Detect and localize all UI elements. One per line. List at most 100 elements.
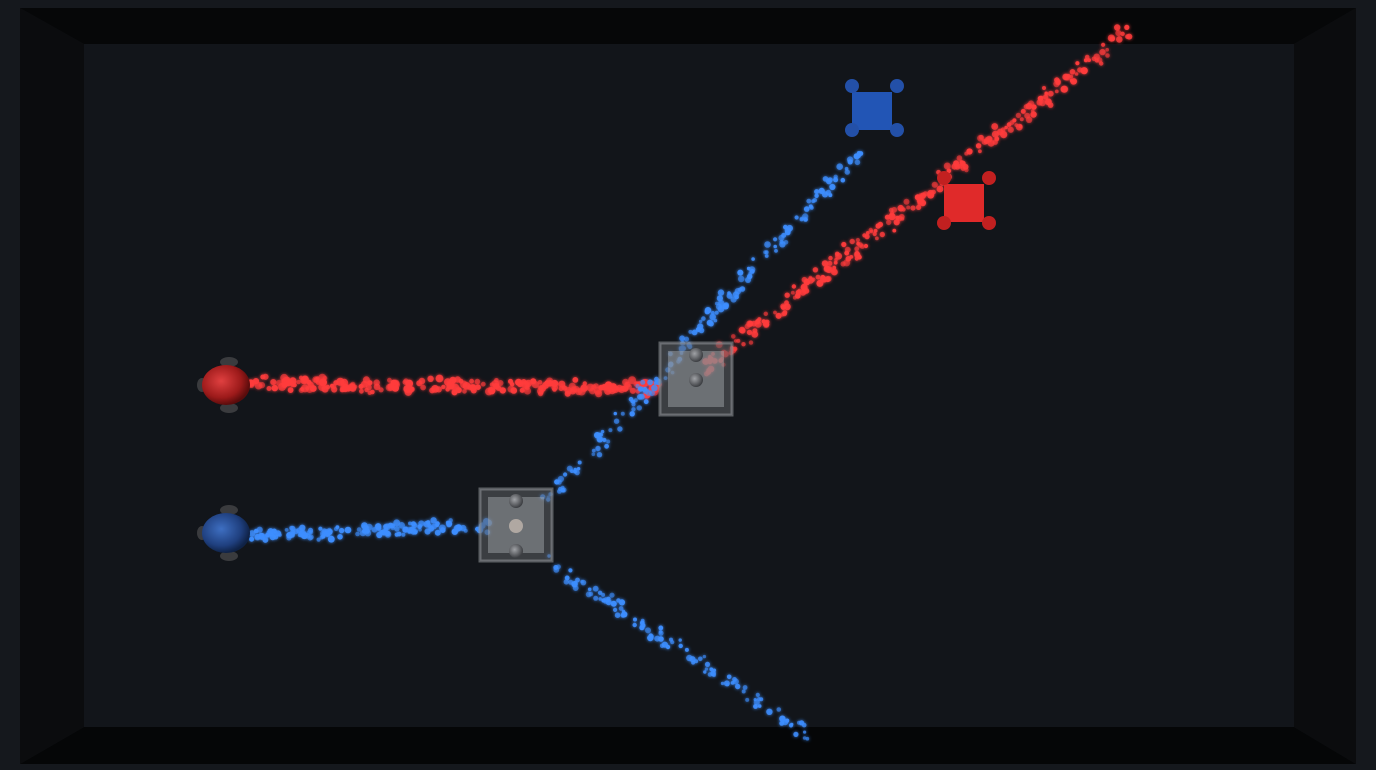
beam-particle (737, 269, 744, 276)
beam-particle (258, 533, 265, 540)
blue-emitter-foot (220, 551, 238, 561)
beam-particle (572, 377, 579, 383)
upper-splitter-ball (689, 373, 703, 387)
beam-particle (281, 381, 288, 388)
beam-particle (936, 185, 944, 193)
beam-particle (801, 276, 808, 283)
beam-particle (418, 524, 422, 528)
lower-splitter-block[interactable] (478, 487, 554, 563)
beam-particle (586, 383, 595, 392)
beam-particle (609, 592, 615, 598)
beam-particle (587, 587, 592, 592)
beam-particle (774, 249, 778, 253)
beam-particle (799, 289, 807, 296)
beam-particle (365, 384, 372, 391)
beam-particle (249, 536, 255, 542)
beam-particle (790, 290, 795, 295)
beam-particle (614, 612, 621, 618)
beam-particle (284, 528, 289, 532)
beam-particle (265, 532, 270, 538)
lower-splitter-ball (509, 519, 523, 533)
beam-particle (978, 134, 984, 140)
beam-particle (385, 383, 394, 392)
beam-particle (713, 318, 718, 323)
beam-particle (412, 522, 418, 529)
beam-particle (966, 148, 973, 155)
beam-particle (309, 530, 314, 535)
beam-particle (741, 689, 746, 694)
beam-particle (1107, 34, 1115, 42)
beam-particle (1031, 104, 1037, 110)
beam-particle (594, 432, 601, 439)
beam-particle (582, 381, 587, 386)
beam-particle (601, 592, 606, 597)
beam-particle (418, 528, 422, 532)
beam-particle (1070, 78, 1078, 85)
blue-target-corner (845, 79, 859, 93)
beam-particle (1124, 24, 1130, 30)
beam-particle (620, 411, 625, 416)
beam-particle (751, 257, 755, 261)
beam-particle (519, 387, 525, 393)
beam-particle (803, 206, 810, 212)
beam-particle (300, 376, 309, 385)
beam-particle (327, 535, 335, 543)
blue-emitter[interactable] (197, 505, 250, 561)
beam-particle (374, 523, 381, 530)
beam-particle (780, 304, 787, 310)
beam-particle (814, 189, 820, 195)
red-emitter[interactable] (197, 357, 250, 413)
beam-particle (691, 329, 698, 336)
beam-particle (633, 398, 638, 403)
beam-particle (537, 380, 543, 385)
beam-particle (834, 257, 838, 262)
beam-particle (507, 385, 515, 393)
beam-particle (383, 523, 390, 530)
beam-particle (572, 585, 579, 591)
beam-particle (1060, 85, 1069, 93)
lower-splitter-ball (509, 544, 523, 558)
beam-particle (305, 386, 310, 391)
beam-particle (384, 531, 392, 538)
beam-particle (561, 487, 567, 493)
red-target-block[interactable] (937, 171, 996, 230)
beam-particle (704, 667, 709, 671)
beam-particle (916, 204, 922, 210)
beam-particle (1114, 24, 1121, 31)
beam-particle (248, 530, 256, 537)
beam-particle (678, 638, 682, 642)
beam-particle (460, 380, 468, 389)
beam-particle (891, 206, 898, 213)
red-emitter-foot (220, 403, 238, 413)
beam-particle (367, 390, 372, 395)
beam-particle (358, 384, 364, 389)
blue-target-body (852, 92, 892, 130)
beam-particle (704, 661, 711, 668)
beam-particle (635, 383, 640, 389)
beam-particle (808, 275, 813, 280)
blue-target-block[interactable] (845, 79, 904, 137)
beam-particle (610, 600, 617, 607)
upper-splitter-block[interactable] (658, 341, 734, 417)
beam-particle (401, 532, 406, 537)
beam-particle (647, 379, 653, 386)
beam-particle (865, 231, 870, 235)
beam-particle (435, 386, 442, 393)
beam-particle (943, 162, 951, 170)
beam-particle (856, 241, 861, 246)
beam-particle (266, 386, 272, 391)
beam-particle (1007, 126, 1014, 133)
beam-particle (710, 310, 715, 315)
beam-particle (742, 685, 748, 690)
beam-particle (1087, 58, 1091, 62)
beam-particle (827, 177, 833, 183)
beam-particle (563, 472, 568, 477)
blue-target-corner (890, 123, 904, 137)
beam-particle (1024, 112, 1031, 119)
beam-particle (613, 411, 617, 416)
beam-particle (1120, 31, 1125, 36)
beam-particle (597, 590, 603, 595)
beam-particle (387, 377, 392, 383)
beam-particle (737, 275, 745, 283)
beam-particle (552, 387, 557, 392)
